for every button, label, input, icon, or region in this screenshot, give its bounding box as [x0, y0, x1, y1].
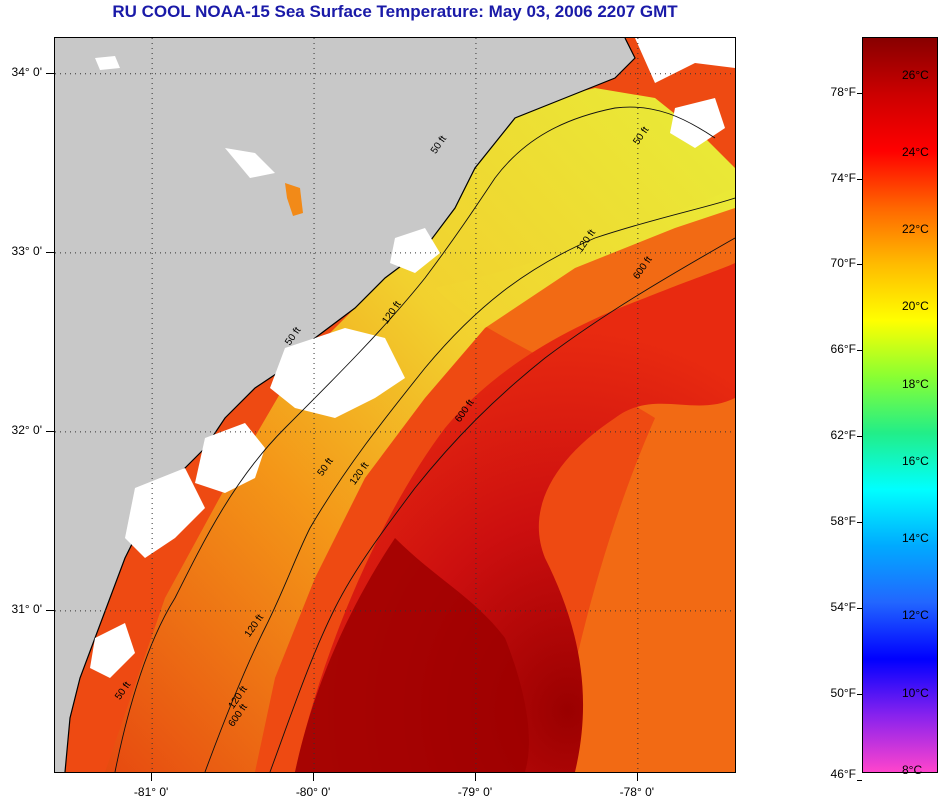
- gulf-stream-core: [295, 538, 529, 772]
- celsius-label: 26°C: [902, 67, 929, 82]
- lon-label: -78° 0': [619, 785, 655, 799]
- fahrenheit-label: 62°F: [830, 428, 856, 443]
- fahrenheit-tick: [857, 522, 862, 524]
- fahrenheit-label: 70°F: [830, 256, 856, 271]
- lat-label: 34° 0': [11, 64, 42, 79]
- coordinate-grid: [55, 38, 735, 772]
- celsius-label: 10°C: [902, 685, 929, 700]
- lon-tick: [474, 773, 476, 781]
- lon-tick: [151, 773, 153, 781]
- fahrenheit-tick: [857, 436, 862, 438]
- color-scale-bar: [862, 37, 938, 773]
- lon-label: -79° 0': [457, 785, 493, 799]
- celsius-label: 22°C: [902, 222, 929, 237]
- fahrenheit-label: 58°F: [830, 514, 856, 529]
- lat-label: 31° 0': [11, 601, 42, 616]
- cloud-north: [635, 38, 735, 83]
- color-scale-gradient: [863, 38, 937, 772]
- fahrenheit-label: 74°F: [830, 170, 856, 185]
- fahrenheit-tick: [857, 92, 862, 94]
- map-title: RU COOL NOAA-15 Sea Surface Temperature:…: [112, 2, 678, 21]
- celsius-label: 24°C: [902, 144, 929, 159]
- cloud-patches: [90, 56, 725, 678]
- lat-tick: [46, 251, 54, 253]
- fahrenheit-tick: [857, 693, 862, 695]
- celsius-label: 16°C: [902, 453, 929, 468]
- sst-map: 50 ft 50 ft 50 ft 50 ft 50 ft 120 ft 120 ft 120…: [54, 37, 736, 773]
- celsius-label: 12°C: [902, 608, 929, 623]
- fahrenheit-tick: [857, 607, 862, 609]
- lon-label: -81° 0': [133, 785, 169, 799]
- fahrenheit-label: 50°F: [830, 685, 856, 700]
- shelf-water: [105, 88, 735, 772]
- fahrenheit-tick: [857, 350, 862, 352]
- lon-label: -80° 0': [295, 785, 331, 799]
- celsius-label: 20°C: [902, 299, 929, 314]
- inland-lake: [285, 183, 303, 216]
- fahrenheit-label: 54°F: [830, 599, 856, 614]
- lat-label: 32° 0': [11, 422, 42, 437]
- land: [55, 38, 635, 772]
- fahrenheit-tick: [857, 779, 862, 781]
- fahrenheit-tick: [857, 264, 862, 266]
- lon-tick: [313, 773, 315, 781]
- depth-contours: [114, 106, 735, 772]
- lat-tick: [46, 430, 54, 432]
- lat-label: 33° 0': [11, 243, 42, 258]
- celsius-label: 18°C: [902, 376, 929, 391]
- lat-tick: [46, 72, 54, 74]
- celsius-label: 14°C: [902, 531, 929, 546]
- fahrenheit-label: 66°F: [830, 342, 856, 357]
- lon-tick: [636, 773, 638, 781]
- fahrenheit-tick: [857, 178, 862, 180]
- fahrenheit-label: 78°F: [830, 84, 856, 99]
- lat-tick: [46, 609, 54, 611]
- celsius-label: 8°C: [902, 763, 923, 777]
- fahrenheit-label: 46°F: [830, 767, 856, 781]
